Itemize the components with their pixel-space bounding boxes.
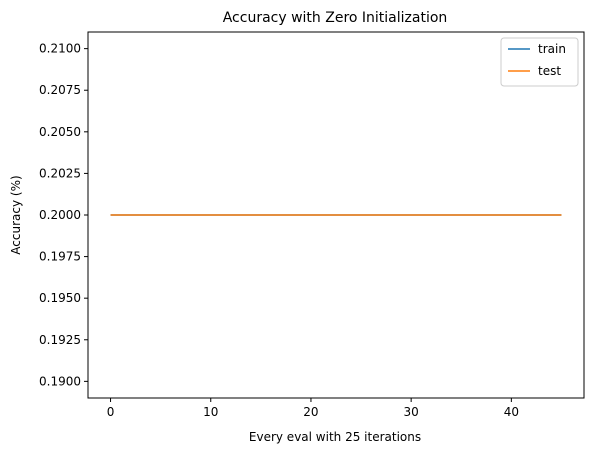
y-tick-label: 0.2025 bbox=[39, 166, 81, 180]
x-tick-label: 10 bbox=[203, 405, 218, 419]
x-axis-title: Every eval with 25 iterations bbox=[249, 430, 421, 444]
y-tick-label: 0.2075 bbox=[39, 83, 81, 97]
y-tick-label: 0.1950 bbox=[39, 291, 81, 305]
y-tick-label: 0.2000 bbox=[39, 208, 81, 222]
y-tick-label: 0.2050 bbox=[39, 125, 81, 139]
y-tick-label: 0.1925 bbox=[39, 333, 81, 347]
x-tick-label: 30 bbox=[404, 405, 419, 419]
legend-box bbox=[500, 37, 579, 87]
legend-label-train: train bbox=[538, 42, 566, 56]
x-tick-label: 20 bbox=[303, 405, 318, 419]
y-axis-title: Accuracy (%) bbox=[9, 175, 23, 254]
chart-title: Accuracy with Zero Initialization bbox=[223, 10, 448, 26]
y-tick-label: 0.2100 bbox=[39, 42, 81, 56]
y-tick-label: 0.1975 bbox=[39, 250, 81, 264]
x-axis: 0 10 20 30 40 bbox=[107, 398, 519, 419]
legend: train test bbox=[500, 37, 579, 87]
x-tick-label: 0 bbox=[107, 405, 115, 419]
y-tick-label: 0.1900 bbox=[39, 374, 81, 388]
legend-label-test: test bbox=[538, 64, 561, 78]
x-tick-label: 40 bbox=[504, 405, 519, 419]
y-axis: 0.1900 0.1925 0.1950 0.1975 0.2000 0.2025 0.20… bbox=[39, 42, 88, 388]
